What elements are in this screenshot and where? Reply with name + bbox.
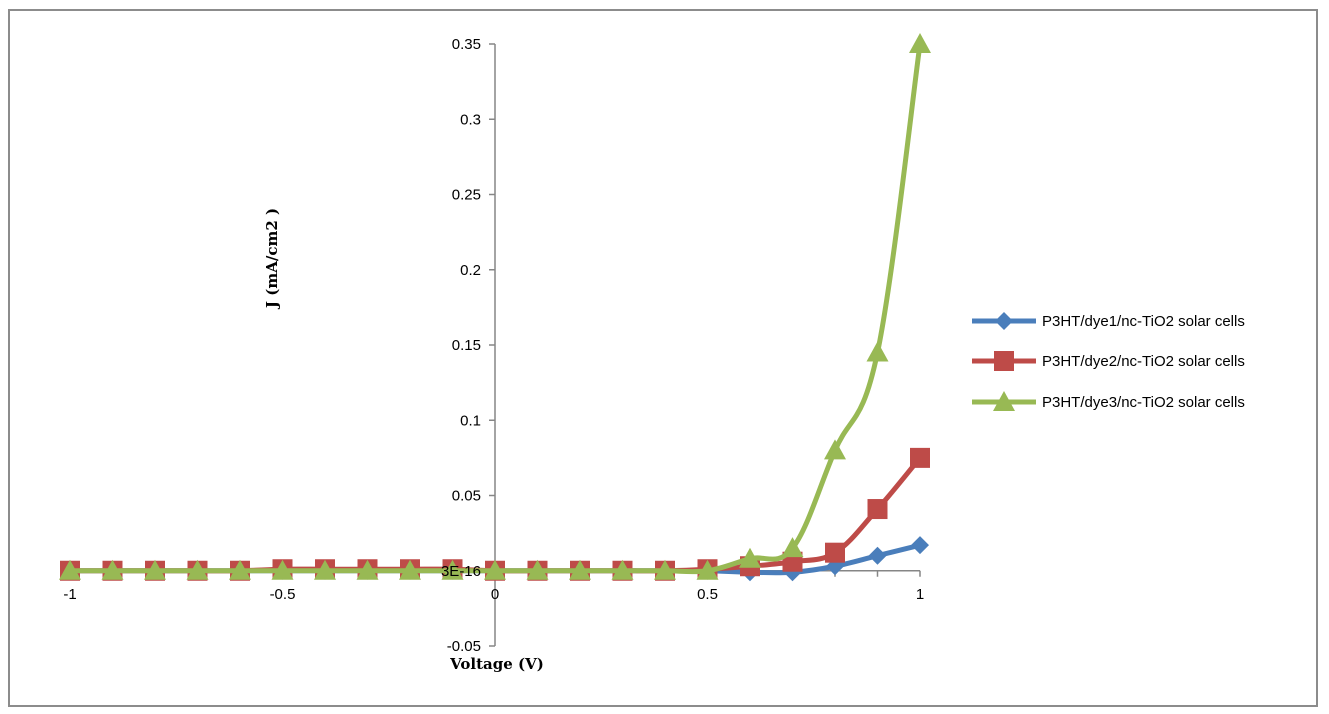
series-3-point xyxy=(441,559,464,580)
y-tick-label: 0.1 xyxy=(460,412,481,429)
legend-label: P3HT/dye3/nc-TiO2 solar cells xyxy=(1042,394,1245,411)
series-3-point xyxy=(229,559,251,580)
series-3-point xyxy=(909,33,931,53)
x-axis-title: Voltage (V) xyxy=(449,655,544,673)
series-2-point xyxy=(825,542,845,563)
x-tick-label: 1 xyxy=(916,586,924,603)
y-tick-label: -0.05 xyxy=(447,638,481,655)
series-3-point xyxy=(186,559,209,580)
series-3-point xyxy=(399,559,421,580)
y-axis-title: J (mA/cm2 ) xyxy=(263,208,281,310)
series-3-point xyxy=(866,341,889,362)
series-3-point xyxy=(824,439,846,460)
series-3-point xyxy=(101,559,124,580)
series-3-point xyxy=(569,559,591,580)
legend-label: P3HT/dye1/nc-TiO2 solar cells xyxy=(1042,313,1245,330)
legend-item: P3HT/dye1/nc-TiO2 solar cells xyxy=(972,312,1245,330)
series-3-point xyxy=(739,547,761,568)
series-3-point xyxy=(314,559,336,580)
x-tick-label: -0.5 xyxy=(270,586,296,603)
series-3-point xyxy=(59,559,81,580)
y-ticks xyxy=(489,43,495,647)
series-2-point xyxy=(910,447,930,468)
series-3-point xyxy=(781,537,804,558)
series-3-point xyxy=(526,559,549,580)
chart-frame xyxy=(8,9,1318,707)
series-3-point xyxy=(144,559,166,580)
series-3-point xyxy=(654,559,676,580)
series-3-point xyxy=(271,559,294,580)
series-layer xyxy=(59,33,931,582)
legend-item: P3HT/dye2/nc-TiO2 solar cells xyxy=(972,351,1245,371)
x-tick-label: 0.5 xyxy=(697,586,718,603)
legend: P3HT/dye1/nc-TiO2 solar cells P3HT/dye2/n… xyxy=(972,312,1245,411)
x-tick-label: -1 xyxy=(63,586,76,603)
x-tick-label: 0 xyxy=(491,586,499,603)
y-tick-label: 0.25 xyxy=(452,187,481,204)
series-3-point xyxy=(356,559,379,580)
y-tick-label: 0.2 xyxy=(460,262,481,279)
series-1-point xyxy=(911,536,929,555)
legend-label: P3HT/dye2/nc-TiO2 solar cells xyxy=(1042,353,1245,370)
y-tick-label: 0.3 xyxy=(460,111,481,128)
x-tick-labels: -1 -0.5 0 0.5 1 xyxy=(63,586,924,603)
legend-swatch-marker xyxy=(993,391,1015,411)
legend-swatch-marker xyxy=(994,351,1014,371)
series-1-point xyxy=(868,546,887,565)
series-2-point xyxy=(867,499,888,520)
y-tick-label: 0.15 xyxy=(452,337,481,354)
legend-swatch-marker xyxy=(995,312,1013,330)
series-3 xyxy=(59,33,931,580)
y-tick-label: 0.35 xyxy=(452,36,481,53)
series-3-point xyxy=(484,559,506,580)
y-tick-label: 3E-16 xyxy=(441,563,481,580)
series-3-point xyxy=(696,559,719,580)
y-tick-label: 0.05 xyxy=(452,488,481,505)
series-3-point xyxy=(611,559,634,580)
legend-item: P3HT/dye3/nc-TiO2 solar cells xyxy=(972,391,1245,411)
y-tick-labels: -0.05 3E-16 0.05 0.1 0.15 0.2 0.25 0.3 0.35 xyxy=(441,36,481,655)
